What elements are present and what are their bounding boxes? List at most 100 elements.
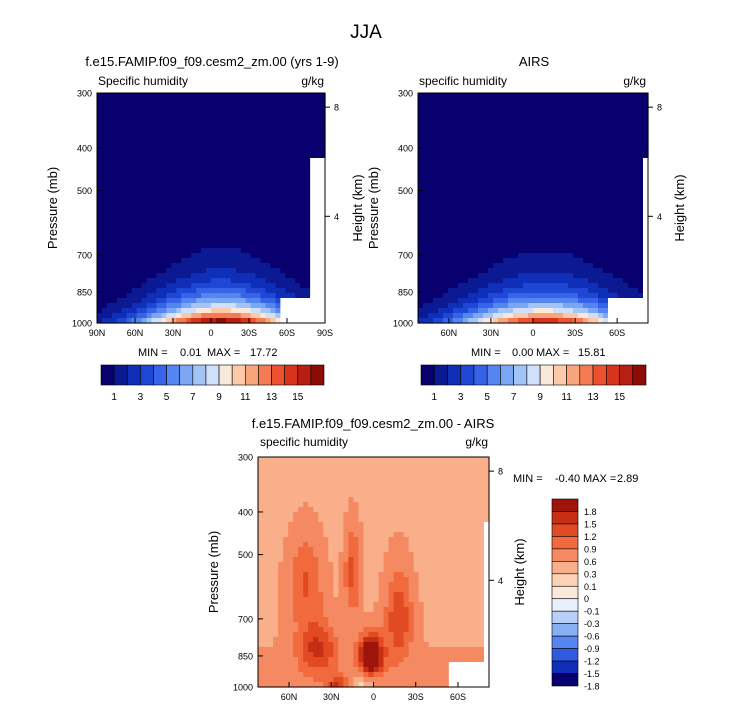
field-cell	[633, 128, 639, 134]
field-cell	[191, 163, 197, 169]
field-cell	[598, 213, 604, 219]
field-cell	[438, 502, 445, 508]
field-cell	[633, 133, 639, 139]
field-cell	[603, 298, 609, 304]
field-cell	[548, 228, 554, 234]
field-cell	[191, 248, 197, 254]
field-cell	[181, 223, 187, 229]
field-cell	[121, 108, 128, 114]
field-cell	[298, 507, 304, 513]
field-cell	[593, 113, 599, 119]
field-cell	[448, 163, 454, 169]
field-cell	[211, 123, 217, 129]
field-cell	[418, 148, 424, 154]
field-cell	[453, 223, 459, 229]
field-cell	[161, 108, 167, 114]
field-cell	[270, 153, 277, 159]
field-cell	[618, 173, 624, 179]
field-cell	[503, 108, 509, 114]
field-cell	[633, 298, 639, 304]
field-cell	[448, 507, 455, 513]
field-cell	[533, 313, 539, 319]
field-cell	[97, 273, 103, 279]
field-cell	[568, 248, 574, 254]
field-cell	[270, 113, 277, 119]
field-cell	[553, 238, 559, 244]
field-cell	[196, 218, 202, 224]
field-cell	[290, 313, 296, 319]
field-cell	[583, 313, 589, 319]
field-cell	[166, 218, 172, 224]
field-cell	[333, 462, 339, 468]
field-cell	[293, 457, 299, 463]
field-cell	[643, 183, 649, 189]
field-cell	[101, 108, 108, 114]
field-cell	[488, 218, 494, 224]
field-cell	[186, 253, 192, 259]
field-cell	[358, 512, 365, 518]
field-cell	[583, 268, 589, 274]
field-cell	[290, 248, 296, 254]
field-cell	[225, 238, 232, 244]
field-cell	[191, 108, 197, 114]
field-cell	[603, 158, 609, 164]
field-cell	[225, 178, 232, 184]
field-cell	[483, 108, 489, 114]
field-cell	[285, 303, 291, 309]
field-cell	[453, 273, 459, 279]
field-cell	[573, 273, 579, 279]
field-cell	[275, 223, 281, 229]
field-cell	[448, 278, 454, 284]
field-cell	[280, 93, 286, 99]
field-cell	[131, 258, 138, 264]
field-cell	[443, 248, 449, 254]
field-cell	[116, 123, 123, 129]
field-cell	[413, 497, 420, 503]
field-cell	[488, 138, 494, 144]
field-cell	[593, 158, 599, 164]
field-cell	[290, 133, 296, 139]
field-cell	[588, 283, 594, 289]
field-cell	[240, 283, 247, 289]
field-cell	[116, 278, 123, 284]
field-cell	[176, 278, 182, 284]
field-cell	[191, 228, 197, 234]
field-cell	[206, 138, 212, 144]
field-cell	[290, 173, 296, 179]
field-cell	[280, 268, 286, 274]
field-cell	[300, 313, 306, 319]
field-cell	[191, 178, 197, 184]
field-cell	[206, 188, 212, 194]
field-cell	[603, 163, 609, 169]
field-cell	[176, 93, 182, 99]
field-cell	[428, 118, 434, 124]
field-cell	[343, 507, 349, 513]
field-cell	[288, 467, 294, 473]
field-cell	[553, 273, 559, 279]
field-cell	[448, 462, 455, 468]
field-cell	[523, 98, 529, 104]
field-cell	[583, 118, 589, 124]
field-cell	[171, 268, 177, 274]
field-cell	[285, 278, 291, 284]
field-cell	[438, 457, 445, 463]
field-cell	[483, 502, 490, 508]
field-cell	[146, 243, 153, 249]
field-cell	[543, 303, 549, 309]
field-cell	[136, 113, 143, 119]
colorbar-box	[420, 364, 435, 386]
field-cell	[258, 522, 264, 528]
field-cell	[568, 228, 574, 234]
field-cell	[458, 143, 464, 149]
field-cell	[393, 497, 400, 503]
field-cell	[338, 517, 344, 523]
field-cell	[131, 213, 138, 219]
field-cell	[290, 203, 296, 209]
field-cell	[608, 308, 614, 314]
field-cell	[468, 103, 474, 109]
field-cell	[255, 243, 262, 249]
field-cell	[305, 178, 311, 184]
field-cell	[111, 173, 118, 179]
field-cell	[463, 238, 469, 244]
field-cell	[240, 128, 247, 134]
